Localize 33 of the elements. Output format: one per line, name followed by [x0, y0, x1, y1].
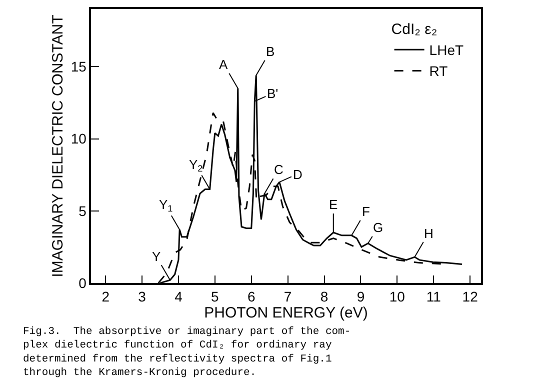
x-tick-label: 5	[211, 288, 220, 305]
annotation: F	[362, 204, 370, 219]
annotation: B'	[267, 86, 278, 101]
x-tick-label: 9	[356, 288, 365, 305]
annotation: B	[266, 44, 275, 59]
annotation: H	[424, 226, 434, 241]
y-tick-label: 10	[70, 130, 87, 147]
x-tick-label: 3	[138, 288, 146, 305]
x-tick-label: 11	[426, 288, 442, 305]
x-tick-label: 8	[320, 288, 328, 305]
caption: Fig.3. The absorptive or imaginary part of the com- plex dielectric function of CdI₂ for ordinary ray determined from the reflectivity spectra of Fig.1 through the Kramers-Kronig procedure.	[23, 326, 351, 379]
annotation: Y$_{2}$	[189, 157, 203, 174]
annotation: G	[373, 220, 384, 235]
annotation: D	[293, 167, 302, 182]
annotation: C	[274, 162, 284, 177]
y-tick-label: 5	[78, 202, 87, 219]
x-tick-label: 12	[462, 288, 478, 305]
annotation: A	[219, 57, 228, 72]
annotation: Y$_{1}$	[159, 197, 173, 214]
y-tick-label: 0	[78, 274, 87, 291]
x-tick-label: 10	[389, 288, 406, 305]
legend-label: LHeT	[429, 42, 464, 58]
annotation: Y	[152, 249, 161, 264]
y-axis-title: IMAGINARY DIELECTRIC CONSTANT	[50, 14, 67, 278]
annotation: E	[329, 197, 338, 212]
legend-label: RT	[429, 63, 448, 80]
x-tick-label: 6	[247, 288, 256, 305]
x-axis-title: PHOTON ENERGY (eV)	[204, 304, 368, 322]
x-tick-label: 2	[102, 288, 110, 305]
x-tick-label: 4	[174, 288, 183, 305]
x-tick-label: 7	[284, 288, 292, 305]
legend-title: CdI₂ ε₂	[391, 20, 438, 38]
y-tick-label: 15	[70, 58, 87, 75]
